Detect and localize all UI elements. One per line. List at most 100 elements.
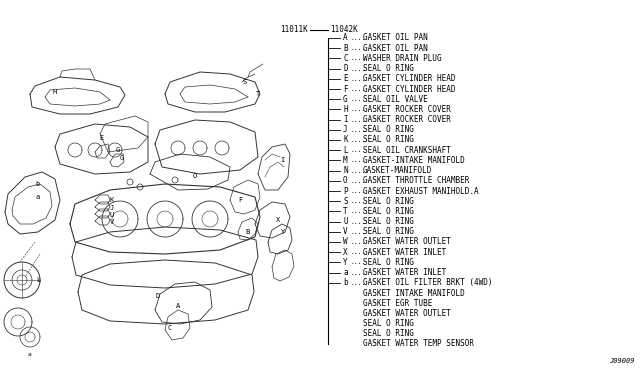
- Text: S: S: [343, 197, 348, 206]
- Text: P: P: [343, 186, 348, 196]
- Text: GASKET INTAKE MANIFOLD: GASKET INTAKE MANIFOLD: [363, 289, 465, 298]
- Text: b: b: [36, 181, 40, 187]
- Text: L: L: [343, 146, 348, 155]
- Text: a: a: [343, 268, 348, 277]
- Text: ....: ....: [350, 229, 365, 235]
- Text: Y: Y: [343, 258, 348, 267]
- Text: T: T: [256, 91, 260, 97]
- Text: GASKET ROCKER COVER: GASKET ROCKER COVER: [363, 115, 451, 124]
- Text: G: G: [343, 95, 348, 104]
- Text: S: S: [243, 79, 247, 85]
- Text: SEAL O RING: SEAL O RING: [363, 135, 414, 144]
- Text: ....: ....: [350, 127, 365, 133]
- Text: ....: ....: [350, 137, 365, 143]
- Text: F: F: [343, 84, 348, 93]
- Text: U: U: [110, 212, 114, 218]
- Text: ....: ....: [350, 45, 365, 51]
- Text: ....: ....: [350, 178, 365, 184]
- Text: ....: ....: [350, 219, 365, 225]
- Text: M: M: [343, 156, 348, 165]
- Text: ....: ....: [350, 157, 365, 163]
- Text: K: K: [343, 135, 348, 144]
- Text: ....: ....: [350, 86, 365, 92]
- Text: ....: ....: [350, 147, 365, 153]
- Text: B: B: [246, 229, 250, 235]
- Text: SEAL O RING: SEAL O RING: [363, 258, 414, 267]
- Text: H: H: [343, 105, 348, 114]
- Text: GASKET WATER TEMP SENSOR: GASKET WATER TEMP SENSOR: [363, 340, 474, 349]
- Text: ....: ....: [350, 168, 365, 174]
- Text: D: D: [343, 64, 348, 73]
- Text: ....: ....: [350, 198, 365, 204]
- Text: G: G: [120, 155, 124, 161]
- Text: SEAL OIL CRANKSHAFT: SEAL OIL CRANKSHAFT: [363, 146, 451, 155]
- Text: ....: ....: [350, 55, 365, 61]
- Text: ....: ....: [350, 249, 365, 255]
- Text: GASKET OIL FILTER BRKT (4WD): GASKET OIL FILTER BRKT (4WD): [363, 278, 493, 287]
- Text: a: a: [36, 194, 40, 200]
- Text: SEAL O RING: SEAL O RING: [363, 329, 414, 338]
- Text: GASKET WATER INLET: GASKET WATER INLET: [363, 268, 446, 277]
- Text: I: I: [280, 157, 284, 163]
- Text: GASKET WATER INLET: GASKET WATER INLET: [363, 248, 446, 257]
- Text: GASKET CYLINDER HEAD: GASKET CYLINDER HEAD: [363, 84, 456, 93]
- Text: V: V: [110, 219, 114, 225]
- Text: GASKET ROCKER COVER: GASKET ROCKER COVER: [363, 105, 451, 114]
- Text: GASKET OIL PAN: GASKET OIL PAN: [363, 33, 428, 42]
- Text: 11042K: 11042K: [330, 26, 358, 35]
- Text: G: G: [116, 147, 120, 153]
- Text: K: K: [110, 197, 114, 203]
- Text: ....: ....: [350, 35, 365, 41]
- Text: L: L: [36, 277, 40, 283]
- Text: ....: ....: [350, 65, 365, 71]
- Text: GASKET WATER OUTLET: GASKET WATER OUTLET: [363, 237, 451, 247]
- Text: WASHER DRAIN PLUG: WASHER DRAIN PLUG: [363, 54, 442, 63]
- Text: GASKET THROTTLE CHAMBER: GASKET THROTTLE CHAMBER: [363, 176, 469, 185]
- Text: SEAL O RING: SEAL O RING: [363, 319, 414, 328]
- Text: Y: Y: [281, 229, 285, 235]
- Text: H: H: [53, 89, 57, 95]
- Text: J09009: J09009: [609, 358, 635, 364]
- Text: GASKET-INTAKE MANIFOLD: GASKET-INTAKE MANIFOLD: [363, 156, 465, 165]
- Text: C: C: [343, 54, 348, 63]
- Text: O: O: [193, 173, 197, 179]
- Text: E: E: [100, 135, 104, 141]
- Text: F: F: [238, 197, 242, 203]
- Text: A: A: [176, 303, 180, 309]
- Text: ....: ....: [350, 239, 365, 245]
- Text: I: I: [343, 115, 348, 124]
- Text: SEAL O RING: SEAL O RING: [363, 217, 414, 226]
- Text: ....: ....: [350, 96, 365, 102]
- Text: 11011K: 11011K: [280, 26, 308, 35]
- Text: SEAL O RING: SEAL O RING: [363, 197, 414, 206]
- Text: SEAL O RING: SEAL O RING: [363, 207, 414, 216]
- Text: ....: ....: [350, 188, 365, 194]
- Text: E: E: [343, 74, 348, 83]
- Text: O: O: [343, 176, 348, 185]
- Text: A: A: [343, 33, 348, 42]
- Text: ....: ....: [350, 259, 365, 265]
- Text: J: J: [110, 205, 114, 211]
- Text: GASKET OIL PAN: GASKET OIL PAN: [363, 44, 428, 53]
- Text: GASKET-MANIFOLD: GASKET-MANIFOLD: [363, 166, 433, 175]
- Text: GASKET CYLINDER HEAD: GASKET CYLINDER HEAD: [363, 74, 456, 83]
- Text: b: b: [343, 278, 348, 287]
- Text: N: N: [343, 166, 348, 175]
- Text: SEAL OIL VALVE: SEAL OIL VALVE: [363, 95, 428, 104]
- Text: SEAL O RING: SEAL O RING: [363, 125, 414, 134]
- Text: GASKET EGR TUBE: GASKET EGR TUBE: [363, 299, 433, 308]
- Text: X: X: [343, 248, 348, 257]
- Text: ....: ....: [350, 208, 365, 214]
- Text: D: D: [156, 293, 160, 299]
- Text: W: W: [343, 237, 348, 247]
- Text: ....: ....: [350, 280, 365, 286]
- Text: a: a: [28, 352, 32, 356]
- Text: GASKET WATER OUTLET: GASKET WATER OUTLET: [363, 309, 451, 318]
- Text: GASKET EXHAUST MANIHOLD.A: GASKET EXHAUST MANIHOLD.A: [363, 186, 479, 196]
- Text: SEAL O RING: SEAL O RING: [363, 64, 414, 73]
- Text: C: C: [168, 325, 172, 331]
- Text: ....: ....: [350, 270, 365, 276]
- Text: SEAL O RING: SEAL O RING: [363, 227, 414, 236]
- Text: ....: ....: [350, 116, 365, 123]
- Text: X: X: [276, 217, 280, 223]
